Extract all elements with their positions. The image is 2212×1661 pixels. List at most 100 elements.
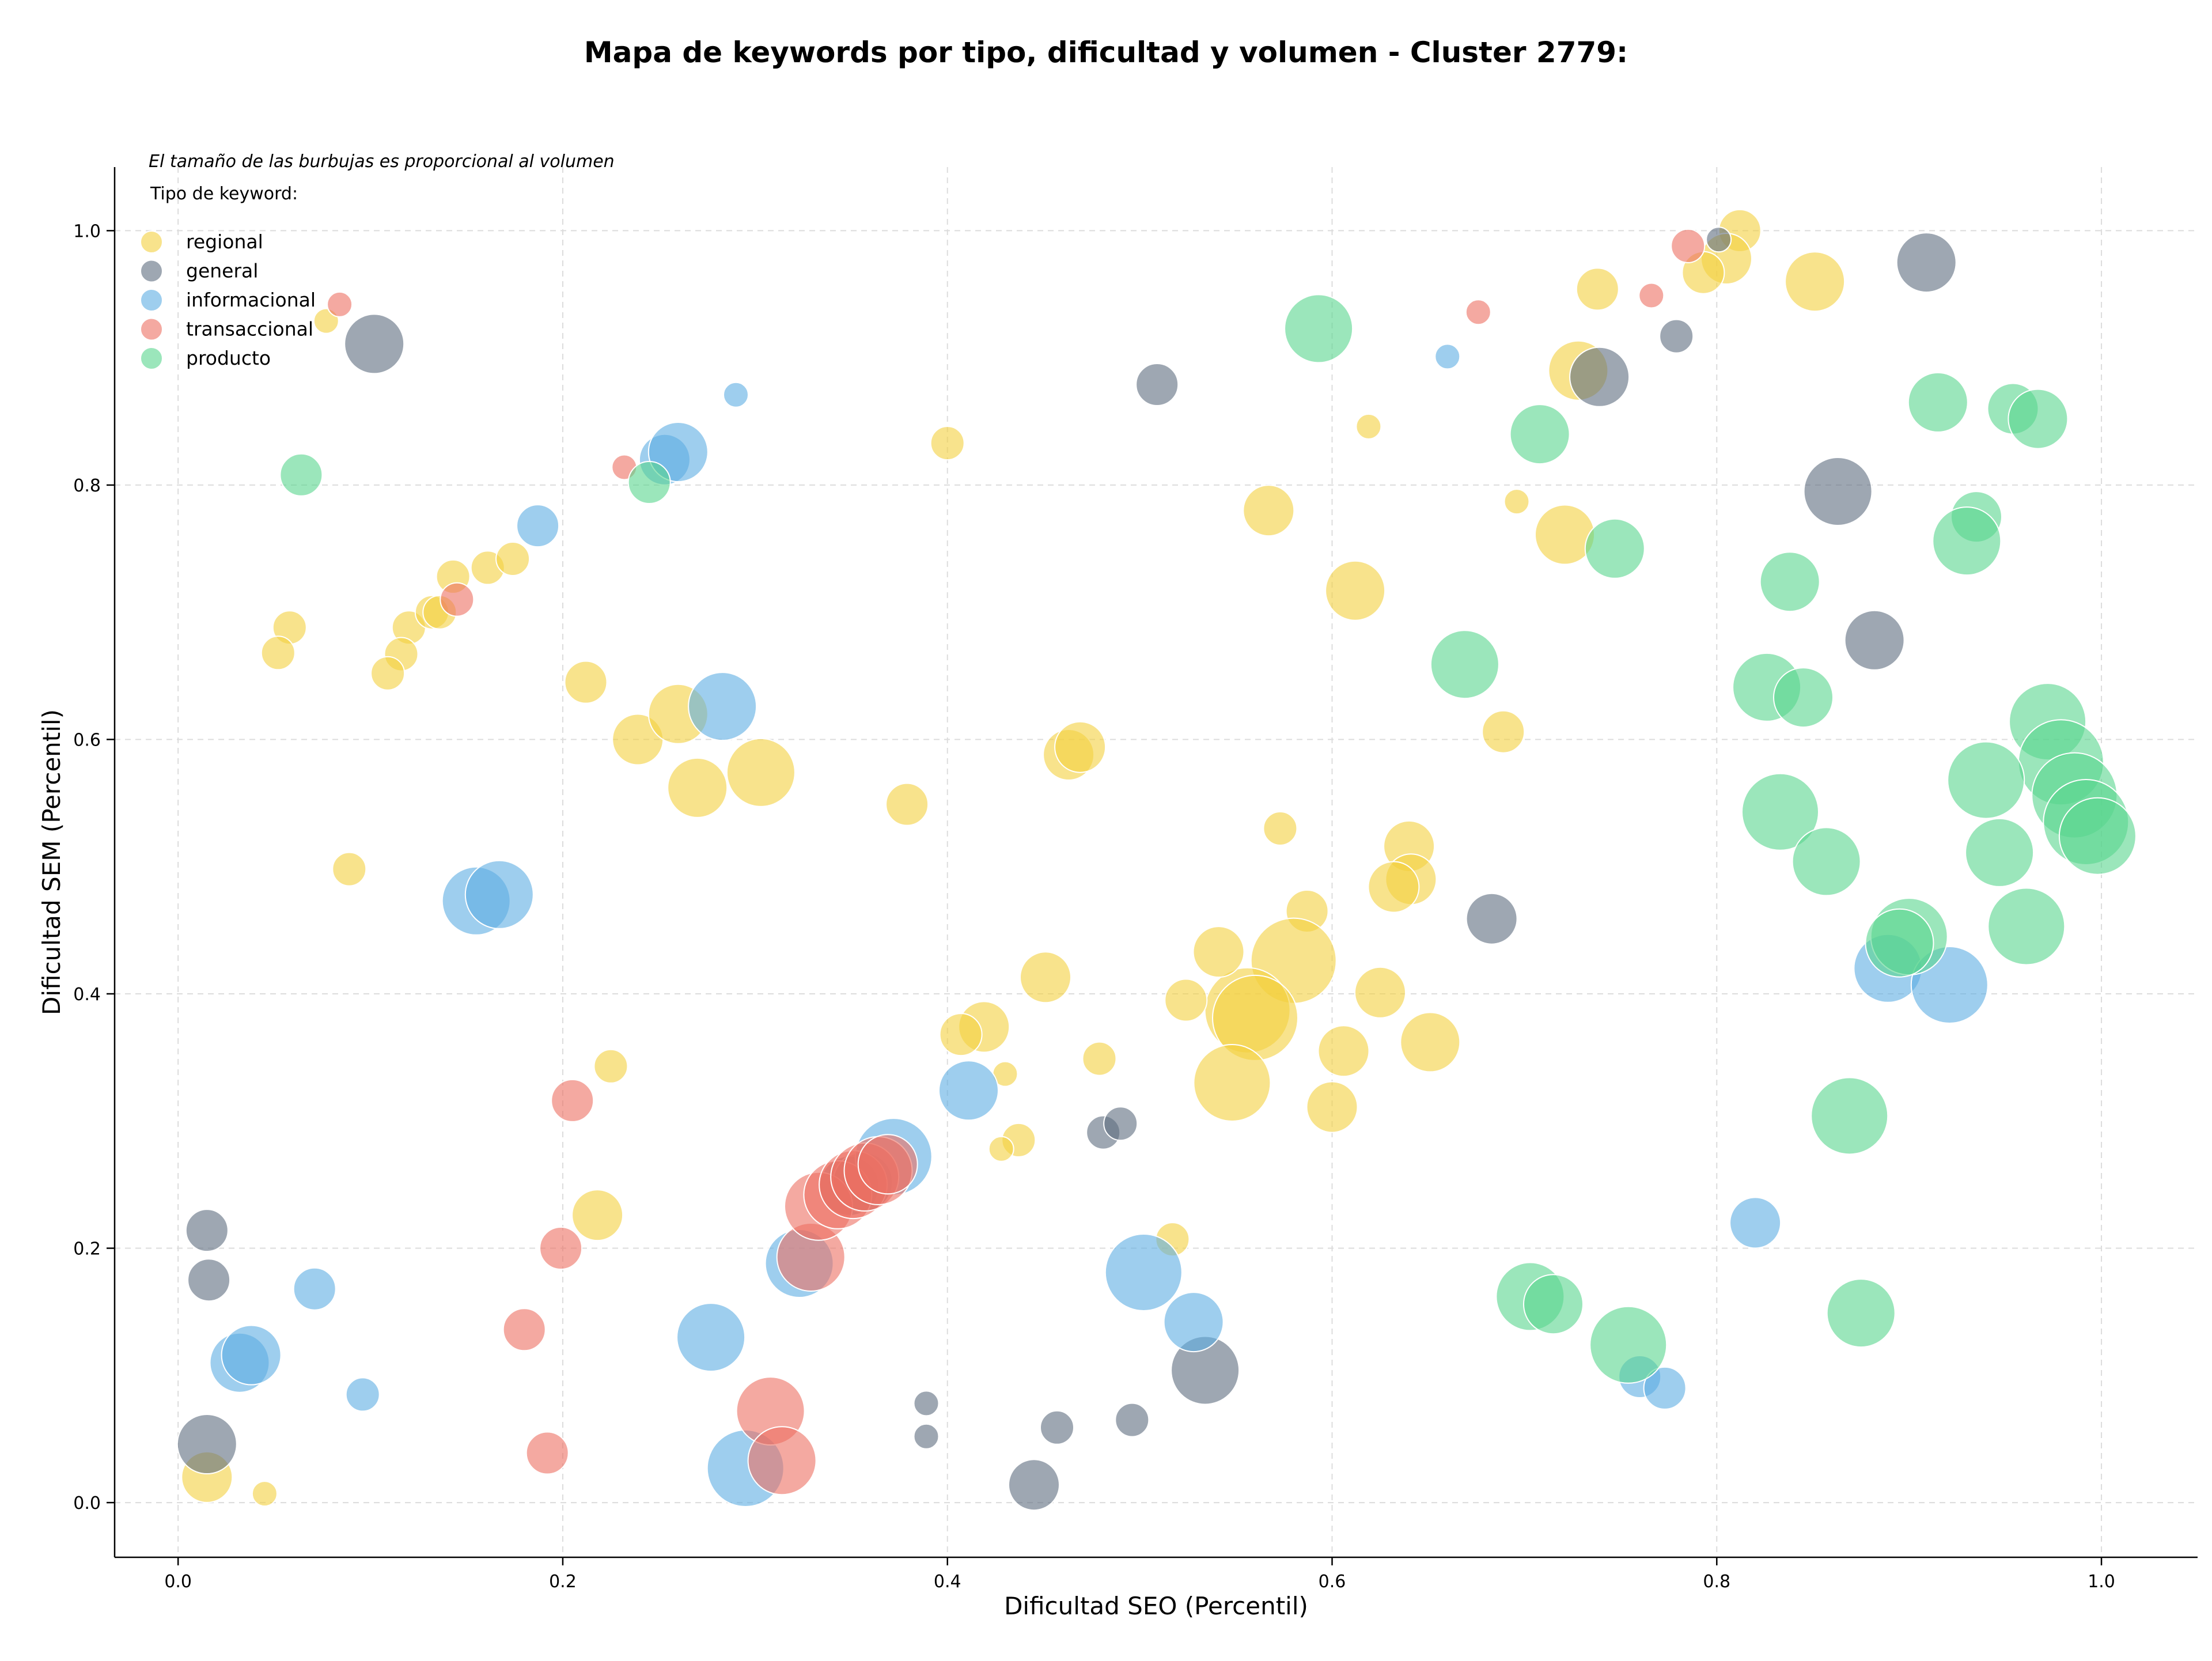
legend-marker-regional	[140, 230, 163, 253]
data-point-regional	[260, 635, 296, 671]
data-point-general	[344, 313, 405, 374]
x-tick-label: 0.6	[1319, 1572, 1346, 1592]
legend-marker-informacional	[140, 289, 163, 312]
data-point-regional	[930, 426, 965, 461]
data-point-regional	[1306, 1081, 1358, 1133]
series-informacional	[209, 343, 1988, 1507]
data-point-informacional	[221, 1325, 282, 1386]
data-point-regional	[571, 1189, 624, 1242]
data-point-informacional	[676, 1303, 746, 1372]
legend-label-informacional: informacional	[186, 289, 316, 311]
data-point-transaccional	[327, 291, 353, 317]
data-point-general	[1803, 457, 1873, 526]
data-point-producto	[1987, 887, 2066, 966]
data-point-informacional	[1163, 1292, 1224, 1353]
data-point-general	[187, 1258, 231, 1302]
data-point-regional	[1164, 978, 1208, 1022]
data-point-producto	[1947, 741, 2025, 819]
data-point-producto	[1932, 506, 2002, 576]
data-point-regional	[1400, 1012, 1461, 1073]
data-point-regional	[1263, 811, 1298, 846]
data-point-general	[1103, 1106, 1138, 1141]
data-point-regional	[667, 757, 728, 818]
data-point-regional	[593, 1049, 628, 1084]
data-point-producto	[1907, 372, 1968, 433]
data-point-general	[1896, 232, 1957, 293]
data-point-transaccional	[857, 1134, 918, 1195]
data-point-general	[185, 1209, 229, 1253]
data-point-regional	[332, 852, 367, 887]
legend-label-transaccional: transaccional	[186, 318, 313, 340]
y-tick-label: 0.6	[73, 730, 101, 750]
data-point-regional	[251, 1481, 278, 1507]
y-tick-label: 0.8	[73, 476, 101, 496]
data-point-producto	[1741, 773, 1819, 851]
data-point-transaccional	[747, 1426, 817, 1496]
y-tick-label: 0.0	[73, 1493, 101, 1514]
data-point-regional	[495, 542, 531, 576]
legend-label-producto: producto	[186, 347, 271, 369]
x-tick-label: 0.4	[934, 1572, 961, 1592]
data-point-informacional	[938, 1060, 999, 1121]
data-point-producto	[1865, 908, 1934, 978]
data-point-regional	[1785, 251, 1846, 312]
data-point-general	[1465, 892, 1518, 945]
data-point-regional	[1192, 926, 1245, 978]
data-point-regional	[1054, 721, 1107, 773]
data-point-informacional	[464, 860, 534, 929]
series-transaccional	[327, 228, 1706, 1496]
data-point-producto	[1509, 404, 1570, 465]
data-point-producto	[1773, 667, 1834, 728]
data-point-regional	[885, 782, 929, 826]
y-tick-label: 1.0	[73, 221, 101, 241]
data-point-general	[1706, 226, 1732, 253]
data-point-transaccional	[551, 1079, 594, 1122]
legend-marker-general	[140, 259, 163, 283]
data-point-producto	[2058, 797, 2137, 875]
data-point-regional	[1355, 413, 1382, 440]
data-point-transaccional	[525, 1431, 569, 1475]
data-point-transaccional	[539, 1227, 583, 1270]
data-point-producto	[1589, 1306, 1668, 1384]
data-point-general	[1659, 319, 1694, 354]
data-point-producto	[1791, 827, 1861, 896]
data-point-regional	[988, 1136, 1014, 1162]
legend-label-general: general	[186, 260, 258, 282]
chart-title: Mapa de keywords por tipo, dificultad y …	[584, 36, 1628, 69]
series-regional	[181, 209, 1846, 1507]
data-point-producto	[1826, 1278, 1896, 1348]
data-point-regional	[564, 660, 608, 704]
data-point-regional	[1354, 966, 1406, 1019]
series-producto	[279, 294, 2137, 1384]
bubble-size-note: El tamaño de las burbujas es proporciona…	[149, 152, 615, 172]
data-point-regional	[939, 1013, 983, 1057]
data-point-producto	[1584, 518, 1645, 579]
data-point-general	[1008, 1459, 1060, 1511]
y-tick-label: 0.4	[73, 985, 101, 1005]
x-axis-label: Dificultad SEO (Percentil)	[1004, 1592, 1308, 1620]
data-point-informacional	[345, 1377, 380, 1412]
x-tick-label: 0.2	[549, 1572, 577, 1592]
legend-marker-producto	[140, 347, 163, 370]
data-point-informacional	[293, 1267, 336, 1311]
data-point-regional	[1020, 951, 1071, 1004]
data-point-general	[1844, 610, 1905, 671]
data-point-producto	[279, 453, 323, 497]
data-point-informacional	[688, 672, 757, 741]
data-point-regional	[1317, 1025, 1370, 1077]
data-point-informacional	[1434, 343, 1461, 370]
data-point-transaccional	[502, 1308, 546, 1352]
data-point-informacional	[1104, 1234, 1183, 1311]
data-point-producto	[1810, 1077, 1889, 1155]
legend-marker-transaccional	[140, 317, 163, 341]
data-point-regional	[1368, 861, 1420, 913]
data-point-general	[1115, 1402, 1150, 1437]
data-point-general	[176, 1414, 237, 1474]
data-point-producto	[627, 461, 671, 504]
data-point-transaccional	[1465, 299, 1491, 326]
data-point-producto	[1430, 630, 1499, 699]
data-point-general	[913, 1390, 940, 1417]
data-point-transaccional	[440, 582, 475, 617]
